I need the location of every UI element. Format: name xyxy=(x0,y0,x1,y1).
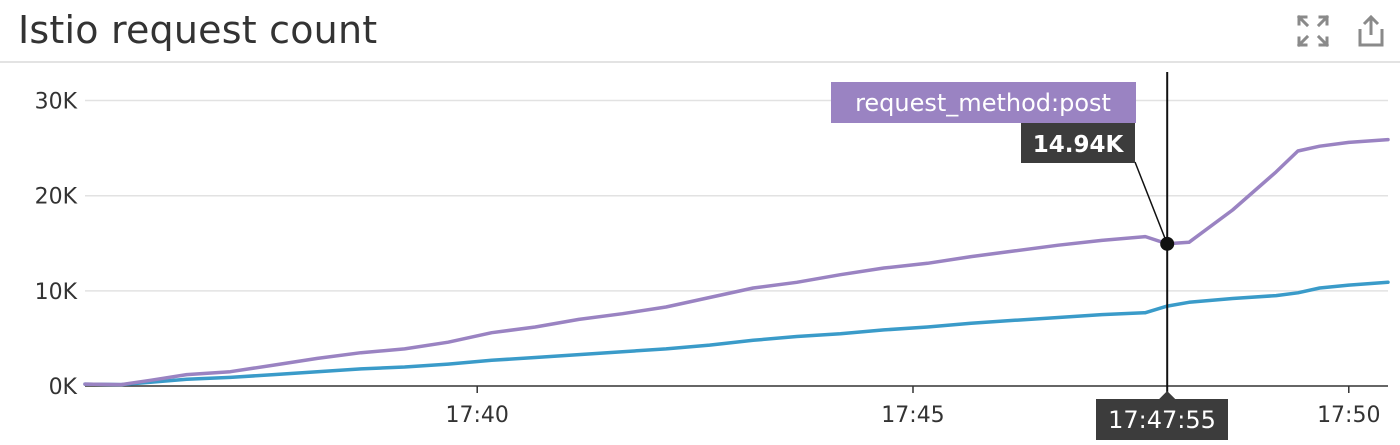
y-tick-label: 10K xyxy=(35,280,78,305)
hover-point[interactable] xyxy=(1160,236,1175,251)
header-divider xyxy=(0,61,1400,63)
tooltip-value-box xyxy=(1021,123,1135,163)
series-line[interactable] xyxy=(83,280,1390,387)
y-tick-label: 0K xyxy=(49,375,78,400)
time-pointer xyxy=(1158,391,1177,400)
tooltip-value-label: 14.94K xyxy=(1033,132,1125,158)
y-tick-label: 20K xyxy=(35,185,78,210)
tooltip-series-label: request_method:post xyxy=(855,89,1111,117)
tooltip-series-box xyxy=(831,82,1136,123)
y-tick-label: 30K xyxy=(35,90,78,115)
widget-header: Istio request count xyxy=(0,0,1400,62)
export-icon xyxy=(1358,14,1384,47)
widget-title: Istio request count xyxy=(18,8,378,52)
x-tick-label: 17:45 xyxy=(881,403,944,428)
hover-time-label: 17:47:55 xyxy=(1108,406,1216,434)
fullscreen-button[interactable] xyxy=(1295,13,1331,49)
tooltip-leader xyxy=(1134,161,1168,245)
export-button[interactable] xyxy=(1353,13,1389,49)
x-tick-label: 17:50 xyxy=(1317,403,1380,428)
x-tick-label: 17:40 xyxy=(446,403,509,428)
series-line[interactable] xyxy=(83,137,1390,387)
time-label-box xyxy=(1096,399,1228,440)
fullscreen-icon xyxy=(1296,14,1330,48)
